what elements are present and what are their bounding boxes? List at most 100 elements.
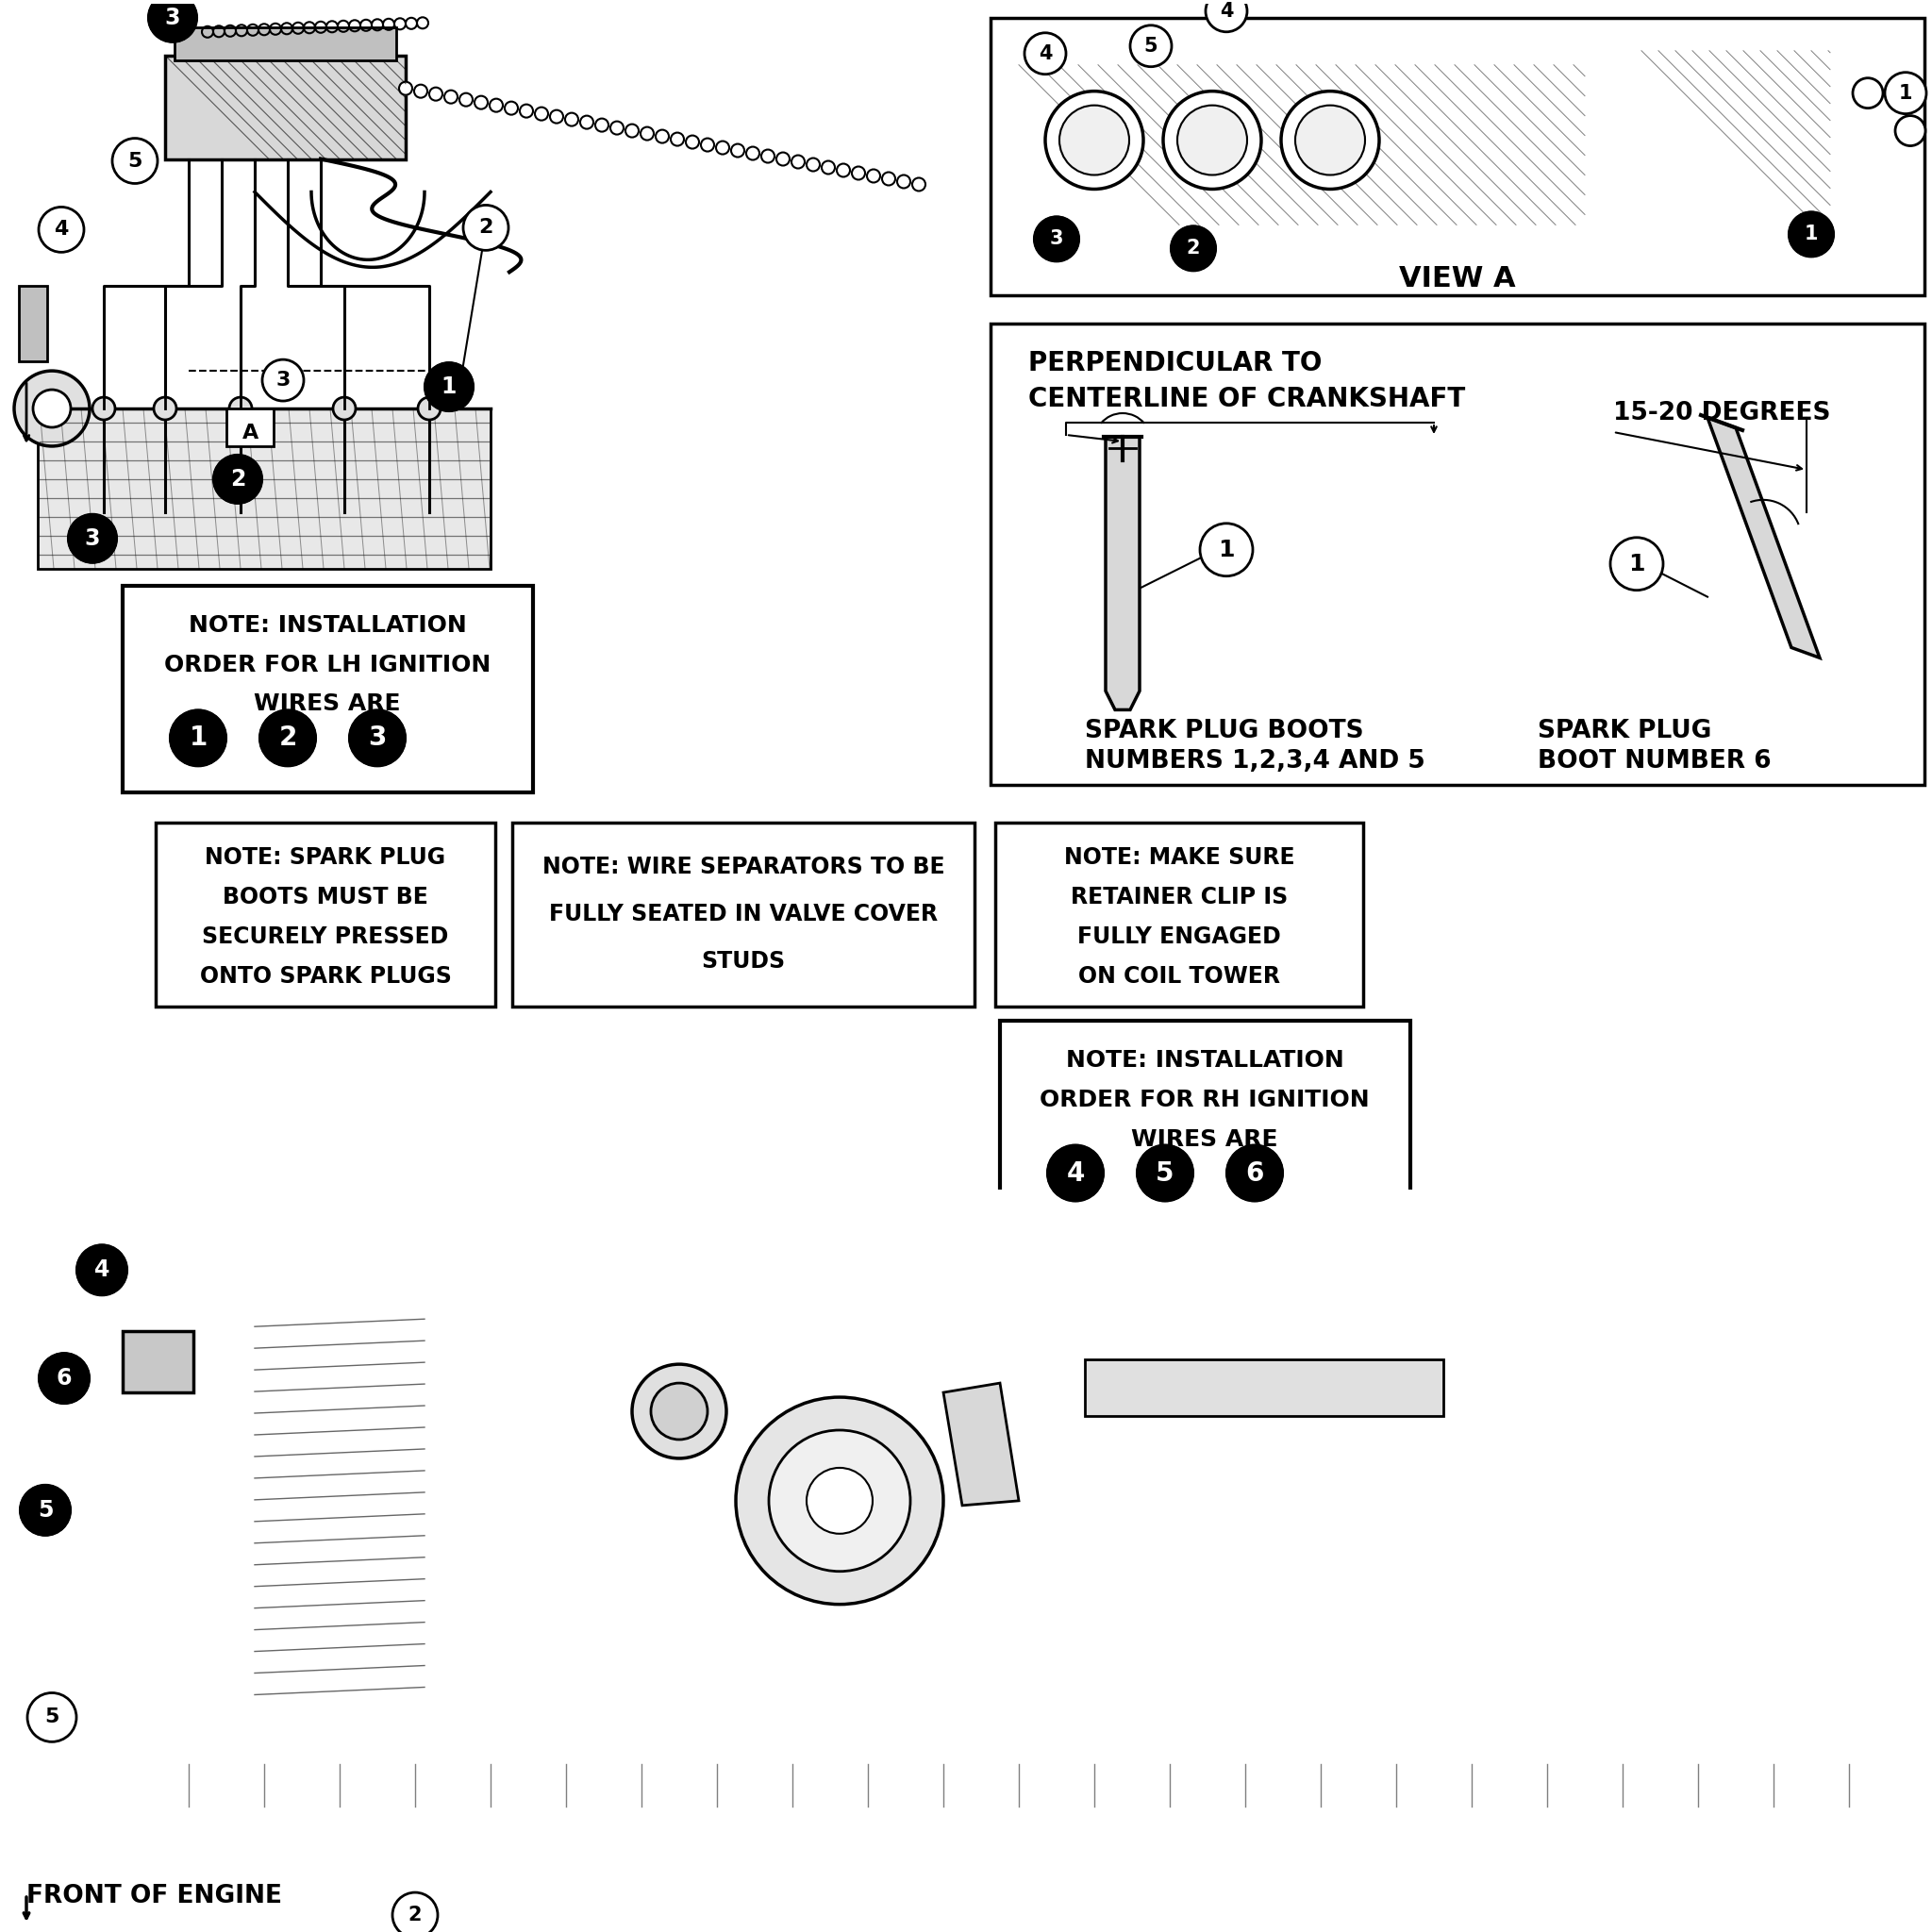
- Circle shape: [1177, 106, 1248, 176]
- Circle shape: [1047, 1146, 1103, 1202]
- Circle shape: [425, 363, 473, 412]
- Circle shape: [417, 17, 429, 29]
- Text: 6: 6: [1246, 1159, 1264, 1186]
- Circle shape: [564, 112, 578, 126]
- Circle shape: [736, 1397, 943, 1604]
- Circle shape: [580, 116, 593, 129]
- Circle shape: [371, 19, 383, 31]
- Polygon shape: [1105, 437, 1140, 709]
- Circle shape: [1789, 213, 1833, 257]
- Circle shape: [896, 176, 910, 187]
- Text: ORDER FOR RH IGNITION: ORDER FOR RH IGNITION: [1039, 1088, 1370, 1111]
- FancyBboxPatch shape: [0, 1190, 1932, 1932]
- Circle shape: [303, 21, 315, 33]
- FancyBboxPatch shape: [995, 823, 1364, 1007]
- Text: 3: 3: [276, 371, 290, 390]
- Circle shape: [247, 25, 259, 35]
- FancyBboxPatch shape: [122, 585, 533, 792]
- FancyBboxPatch shape: [1018, 66, 1584, 224]
- Circle shape: [332, 398, 355, 419]
- Circle shape: [632, 1364, 726, 1459]
- Circle shape: [39, 207, 83, 253]
- Text: SECURELY PRESSED: SECURELY PRESSED: [203, 925, 448, 949]
- Text: 5: 5: [1155, 1159, 1175, 1186]
- Text: VIEW A: VIEW A: [1399, 265, 1517, 292]
- Circle shape: [883, 172, 895, 185]
- Text: NUMBERS 1,2,3,4 AND 5: NUMBERS 1,2,3,4 AND 5: [1086, 750, 1426, 775]
- Text: SPARK PLUG: SPARK PLUG: [1538, 719, 1712, 744]
- Text: BOOTS MUST BE: BOOTS MUST BE: [222, 887, 429, 908]
- Text: 15-20 DEGREES: 15-20 DEGREES: [1613, 402, 1832, 425]
- Circle shape: [413, 85, 427, 99]
- Circle shape: [1163, 91, 1262, 189]
- Circle shape: [201, 27, 213, 37]
- Circle shape: [417, 398, 440, 419]
- Circle shape: [444, 91, 458, 104]
- FancyBboxPatch shape: [1642, 50, 1830, 253]
- Text: CENTERLINE OF CRANKSHAFT: CENTERLINE OF CRANKSHAFT: [1028, 386, 1464, 412]
- Circle shape: [912, 178, 925, 191]
- Text: 6: 6: [56, 1368, 71, 1389]
- Circle shape: [259, 23, 270, 35]
- Text: 1: 1: [440, 375, 456, 398]
- Circle shape: [19, 1486, 71, 1536]
- Text: ORDER FOR LH IGNITION: ORDER FOR LH IGNITION: [164, 653, 491, 676]
- Polygon shape: [265, 1289, 1490, 1718]
- Circle shape: [535, 106, 549, 120]
- FancyBboxPatch shape: [1001, 1020, 1410, 1227]
- Text: PERPENDICULAR TO: PERPENDICULAR TO: [1028, 350, 1321, 377]
- Circle shape: [213, 454, 263, 504]
- Text: 2: 2: [408, 1905, 421, 1924]
- Text: 2: 2: [1186, 240, 1200, 257]
- Circle shape: [230, 398, 251, 419]
- Circle shape: [1171, 226, 1215, 270]
- Circle shape: [406, 17, 417, 29]
- Circle shape: [464, 205, 508, 251]
- FancyBboxPatch shape: [156, 823, 495, 1007]
- Text: FULLY SEATED IN VALVE COVER: FULLY SEATED IN VALVE COVER: [549, 902, 937, 925]
- Circle shape: [769, 1430, 910, 1571]
- Circle shape: [236, 25, 247, 37]
- FancyBboxPatch shape: [0, 4, 981, 794]
- FancyBboxPatch shape: [512, 823, 974, 1007]
- Text: 4: 4: [54, 220, 68, 240]
- Circle shape: [315, 21, 327, 33]
- Circle shape: [392, 1893, 439, 1932]
- FancyBboxPatch shape: [19, 286, 46, 361]
- Circle shape: [655, 129, 668, 143]
- Circle shape: [327, 21, 338, 33]
- Circle shape: [1853, 77, 1884, 108]
- Circle shape: [112, 139, 158, 184]
- FancyBboxPatch shape: [122, 1331, 193, 1393]
- Text: 5: 5: [1144, 37, 1157, 56]
- Text: 3: 3: [164, 6, 180, 29]
- Text: ON COIL TOWER: ON COIL TOWER: [1078, 964, 1281, 987]
- Circle shape: [1136, 1146, 1194, 1202]
- Text: WIRES ARE: WIRES ARE: [253, 694, 400, 715]
- Circle shape: [1294, 106, 1366, 176]
- Circle shape: [821, 160, 835, 174]
- Text: 1: 1: [1217, 539, 1235, 560]
- Circle shape: [641, 128, 653, 141]
- Circle shape: [1034, 216, 1080, 261]
- Text: 5: 5: [37, 1499, 52, 1522]
- Circle shape: [1045, 91, 1144, 189]
- Text: FULLY ENGAGED: FULLY ENGAGED: [1078, 925, 1281, 949]
- Circle shape: [14, 371, 89, 446]
- FancyBboxPatch shape: [174, 27, 396, 60]
- Text: 4: 4: [1219, 2, 1233, 21]
- Circle shape: [1886, 71, 1926, 114]
- Text: 1: 1: [189, 724, 207, 752]
- Circle shape: [270, 23, 282, 35]
- Circle shape: [39, 1352, 89, 1405]
- Circle shape: [670, 133, 684, 145]
- FancyBboxPatch shape: [180, 1764, 1924, 1806]
- Text: NOTE: MAKE SURE: NOTE: MAKE SURE: [1065, 846, 1294, 869]
- Circle shape: [504, 102, 518, 114]
- Circle shape: [282, 23, 292, 35]
- Circle shape: [551, 110, 564, 124]
- Text: NOTE: SPARK PLUG: NOTE: SPARK PLUG: [205, 846, 446, 869]
- Circle shape: [489, 99, 502, 112]
- Circle shape: [730, 143, 744, 156]
- Circle shape: [350, 19, 361, 31]
